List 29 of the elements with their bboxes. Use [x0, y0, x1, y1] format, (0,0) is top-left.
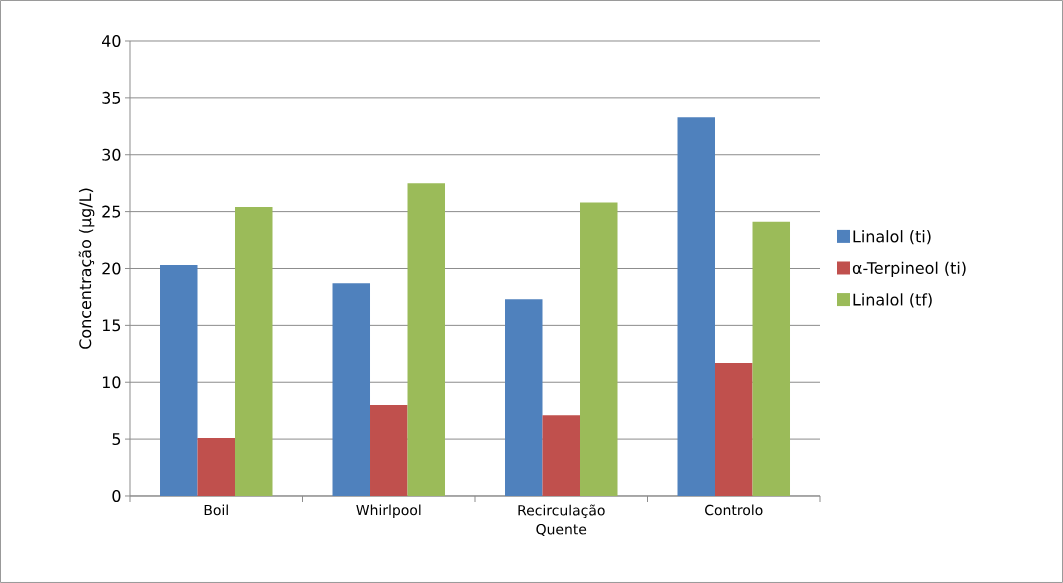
x-tick-label: Recirculação Quente — [518, 504, 605, 537]
y-tick-label: 25 — [102, 205, 121, 218]
bar — [370, 404, 408, 496]
legend-label: Linalol (ti) — [853, 230, 931, 245]
y-tick-label: 0 — [112, 489, 121, 503]
y-axis-title: Concentração (µg/L) — [78, 188, 95, 349]
legend-label: Linalol (tf) — [853, 293, 932, 308]
bar — [332, 283, 371, 496]
y-tick-label: 10 — [102, 376, 121, 389]
bar — [752, 221, 791, 496]
bar — [505, 299, 543, 496]
legend-label: α-Terpineol (ti) — [852, 261, 966, 278]
bar — [197, 437, 236, 496]
bar — [235, 207, 273, 496]
x-tick-label: Boil — [204, 504, 228, 516]
bar — [407, 183, 446, 496]
y-tick-label: 35 — [102, 91, 121, 104]
y-tick-label: 15 — [102, 319, 121, 332]
x-tick-label: Whirlpool — [356, 504, 421, 519]
y-tick-label: 30 — [102, 148, 121, 161]
bar — [677, 117, 716, 496]
bar — [160, 265, 198, 496]
bar — [542, 415, 581, 496]
bar — [715, 362, 753, 496]
bar — [580, 202, 618, 496]
y-tick-label: 5 — [112, 433, 121, 446]
y-tick-label: 20 — [102, 262, 121, 275]
y-tick-label: 40 — [101, 34, 121, 48]
x-tick-label: Controlo — [705, 504, 763, 516]
